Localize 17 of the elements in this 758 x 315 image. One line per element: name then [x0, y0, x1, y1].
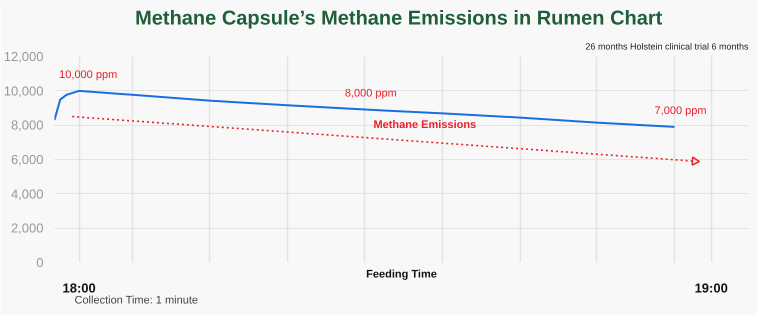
series-label: Methane Emissions — [373, 118, 476, 131]
y-tick-label: 10,000 — [4, 83, 44, 98]
x-tick-label: 19:00 — [694, 280, 728, 296]
annotation: 10,000 ppm — [59, 68, 118, 81]
text: Collection Time: 1 minute — [74, 294, 198, 306]
chart-title: Methane Capsule’s Methane Emissions in Rumen Chart — [135, 8, 663, 30]
annotation: 7,000 ppm — [654, 104, 707, 117]
chart-subtitle: 26 months Holstein clinical trial 6 months — [585, 42, 749, 52]
y-tick-label: 0 — [36, 255, 44, 270]
y-tick-label: 2,000 — [10, 220, 44, 236]
y-tick-label: 6,000 — [10, 152, 44, 167]
x-axis-title: Feeding Time — [366, 268, 437, 280]
y-tick-label: 12,000 — [4, 49, 44, 64]
x-tick-label: 18:00 — [62, 280, 96, 296]
y-tick-label: 8,000 — [10, 118, 44, 133]
annotation: 8,000 ppm — [344, 88, 397, 100]
y-tick-label: 4,000 — [10, 186, 44, 202]
